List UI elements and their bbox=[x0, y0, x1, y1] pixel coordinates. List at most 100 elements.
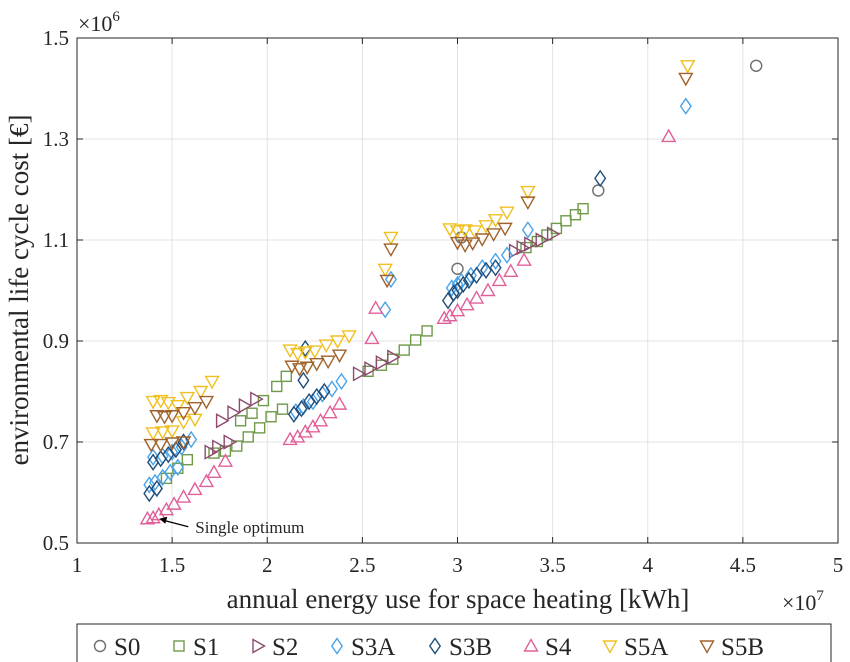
series-s0 bbox=[451, 59, 763, 275]
data-point bbox=[198, 473, 215, 488]
series-s5b bbox=[143, 72, 694, 453]
data-point bbox=[521, 221, 534, 239]
y-tick-label: 1.5 bbox=[43, 26, 69, 50]
data-point bbox=[171, 458, 184, 476]
legend: S0 S1 S2 S3A S3B S4 S5A S5B bbox=[76, 623, 832, 662]
data-point bbox=[238, 397, 253, 414]
data-point bbox=[594, 169, 607, 188]
data-point bbox=[546, 226, 561, 242]
data-point bbox=[409, 334, 422, 346]
data-point bbox=[447, 284, 460, 302]
data-point bbox=[246, 407, 258, 419]
data-point bbox=[377, 263, 393, 278]
data-point bbox=[451, 262, 464, 275]
data-point bbox=[387, 349, 401, 365]
data-point bbox=[223, 434, 238, 450]
data-point bbox=[295, 399, 308, 418]
legend-marker bbox=[699, 640, 715, 654]
data-point bbox=[276, 403, 289, 415]
data-point bbox=[577, 202, 589, 215]
data-point bbox=[503, 263, 519, 278]
data-point bbox=[318, 339, 334, 353]
data-point bbox=[227, 405, 241, 421]
data-point bbox=[421, 325, 433, 337]
y-tick-label: 0.7 bbox=[43, 430, 69, 454]
data-point bbox=[153, 438, 169, 453]
data-point bbox=[280, 370, 292, 383]
legend-marker bbox=[330, 637, 344, 655]
data-point bbox=[560, 215, 572, 227]
data-point bbox=[217, 453, 234, 467]
data-point bbox=[250, 391, 264, 407]
legend-box bbox=[76, 623, 832, 662]
data-point bbox=[660, 128, 677, 143]
data-point bbox=[383, 231, 399, 246]
data-point bbox=[680, 60, 696, 74]
data-point bbox=[487, 214, 504, 228]
data-point bbox=[307, 345, 323, 360]
data-point bbox=[312, 412, 329, 427]
data-point bbox=[379, 274, 395, 289]
data-point bbox=[198, 395, 215, 410]
data-point bbox=[320, 355, 336, 370]
data-point bbox=[325, 380, 338, 398]
data-point bbox=[143, 476, 156, 494]
data-point bbox=[375, 355, 390, 371]
data-point bbox=[474, 233, 490, 247]
data-point bbox=[335, 372, 348, 391]
series-s3b bbox=[143, 169, 607, 503]
data-point bbox=[181, 453, 194, 466]
data-point bbox=[170, 399, 186, 414]
legend-label: S2 bbox=[272, 634, 298, 661]
y-multiplier-base: ×10 bbox=[78, 11, 112, 36]
data-point bbox=[231, 440, 243, 452]
y-tick-label: 1.3 bbox=[43, 127, 69, 151]
data-point bbox=[449, 225, 466, 239]
data-point bbox=[457, 275, 470, 294]
series-s4 bbox=[139, 128, 677, 525]
data-point bbox=[265, 411, 277, 423]
data-point bbox=[679, 97, 692, 115]
data-point bbox=[749, 59, 763, 72]
axis-ticks: 1 1.5 2 2.5 3 3.5 4 4.5 5 0.5 0.7 0.9 1.1 1.3 1.5 bbox=[43, 26, 844, 577]
annotation-arrow bbox=[165, 520, 189, 528]
data-point bbox=[289, 347, 306, 362]
data-point bbox=[215, 413, 230, 429]
x-multiplier: ×107 bbox=[782, 588, 824, 615]
data-point bbox=[322, 404, 338, 419]
legend-item-s0: S0 bbox=[93, 634, 140, 661]
x-tick-label: 3.5 bbox=[540, 553, 566, 577]
legend-label: S1 bbox=[193, 634, 219, 661]
data-point bbox=[383, 243, 399, 258]
data-point bbox=[309, 358, 325, 372]
data-points bbox=[139, 59, 763, 525]
data-point bbox=[145, 427, 161, 441]
x-tick-label: 4 bbox=[643, 553, 654, 577]
data-point bbox=[331, 396, 348, 410]
data-point bbox=[175, 407, 192, 421]
data-point bbox=[331, 349, 348, 364]
legend-marker bbox=[93, 639, 107, 653]
data-point bbox=[192, 385, 209, 400]
data-point bbox=[187, 401, 203, 416]
series-s5a bbox=[145, 60, 696, 441]
data-point bbox=[520, 185, 536, 200]
x-tick-label: 1.5 bbox=[159, 553, 185, 577]
data-point bbox=[169, 440, 182, 459]
legend-marker bbox=[523, 638, 539, 652]
data-point bbox=[497, 222, 513, 237]
data-point bbox=[175, 489, 192, 503]
data-point bbox=[179, 391, 196, 406]
data-point bbox=[150, 479, 163, 498]
data-point bbox=[468, 290, 485, 304]
series-s1 bbox=[160, 202, 589, 485]
data-point bbox=[204, 444, 219, 460]
x-multiplier-base: ×10 bbox=[782, 590, 816, 615]
data-point bbox=[306, 392, 319, 411]
y-multiplier: ×106 bbox=[78, 9, 120, 36]
data-point bbox=[436, 310, 452, 324]
data-point bbox=[289, 402, 302, 421]
data-point bbox=[156, 411, 173, 425]
data-point bbox=[464, 266, 477, 285]
data-point bbox=[524, 236, 538, 252]
